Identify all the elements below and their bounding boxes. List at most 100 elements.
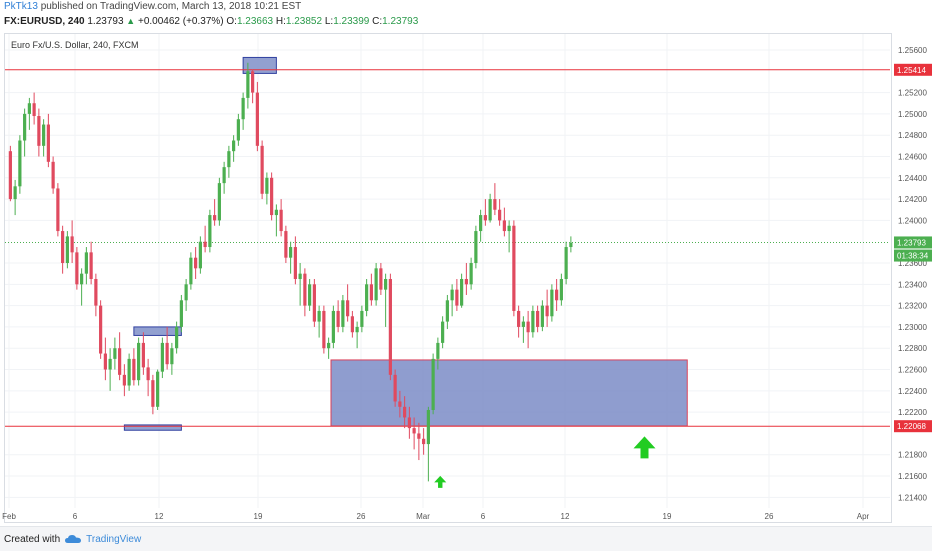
candle-body [350, 316, 354, 333]
y-tick-label: 1.25600 [898, 46, 927, 55]
quote-line: FX:EURUSD, 240 1.23793 ▲ +0.00462 (+0.37… [4, 16, 418, 27]
candle-body [160, 342, 164, 372]
candle-body [89, 252, 93, 279]
close-value: 1.23793 [382, 16, 419, 27]
candle-body [108, 358, 112, 370]
candle-body [498, 209, 502, 221]
x-tick-label: 6 [73, 512, 78, 521]
candle-body [412, 428, 416, 434]
symbol-label: FX:EURUSD, 240 [4, 16, 85, 27]
candle-body [327, 342, 331, 349]
candle-body [474, 231, 478, 264]
created-with-text: Created with [4, 533, 61, 545]
candle-body [388, 278, 392, 375]
candle-body [51, 161, 55, 189]
candle-body [483, 215, 487, 221]
candle-body [536, 310, 540, 327]
low-label: L: [324, 16, 334, 27]
candle-body [80, 273, 84, 285]
candle-body [13, 186, 17, 200]
x-tick-label: 26 [357, 512, 366, 521]
candle-body [507, 225, 511, 232]
chart-area[interactable]: 1.25600 1.25200 1.25000 1.24800 1.24600 1.244… [2, 33, 932, 523]
y-tick-label: 1.25000 [898, 110, 927, 119]
candle-body [564, 247, 568, 279]
y-tick-label: 1.21800 [898, 451, 927, 460]
candle-body [208, 215, 212, 248]
candle-body [227, 151, 231, 168]
x-tick-label: Mar [416, 512, 430, 521]
candle-body [61, 231, 65, 264]
candle-body [222, 167, 226, 184]
price-badge [894, 63, 932, 76]
candle-body [8, 151, 12, 200]
x-tick-label: 6 [481, 512, 486, 521]
upper-mid-box [133, 326, 182, 336]
price-badge [894, 236, 932, 249]
price-badge-label: 1.22068 [897, 422, 926, 431]
candle-body [103, 353, 107, 370]
candle-body [279, 209, 283, 232]
candle-body [56, 188, 60, 232]
candle-body [175, 326, 179, 349]
price-badge [894, 420, 932, 433]
candle-body [232, 140, 236, 152]
candle-body [194, 257, 198, 269]
candle-body [132, 358, 136, 381]
candle-body [27, 103, 31, 114]
candle-body [312, 284, 316, 322]
footer: Created with TradingView [4, 530, 141, 548]
price-badge-label: 1.25414 [897, 66, 926, 75]
candle-body [75, 252, 79, 285]
small-up-arrow [434, 475, 447, 488]
y-tick-label: 1.24600 [898, 152, 927, 161]
candle-body [122, 374, 126, 386]
publisher-name[interactable]: PkTk13 [4, 1, 38, 12]
candle-body [436, 342, 440, 359]
chart-title: Euro Fx/U.S. Dollar, 240, FXCM [11, 40, 139, 50]
candle-body [236, 119, 240, 141]
candle-body [317, 310, 321, 322]
candle-body [479, 215, 483, 232]
candle-body [531, 310, 535, 333]
y-tick-label: 1.21600 [898, 472, 927, 481]
price-badge-label: 01:38:34 [897, 252, 929, 261]
bottom-low-box [123, 424, 182, 431]
candle-body [365, 284, 369, 311]
candle-body [165, 342, 169, 365]
y-tick-label: 1.23000 [898, 323, 927, 332]
price-badge-label: 1.23793 [897, 238, 926, 247]
candle-body [493, 199, 497, 210]
candle-body [379, 268, 383, 290]
y-tick-label: 1.24200 [898, 195, 927, 204]
candle-body [293, 247, 297, 279]
price-chart[interactable]: 1.25600 1.25200 1.25000 1.24800 1.24600 1.244… [2, 34, 932, 524]
price-change: +0.00462 (+0.37%) [138, 16, 224, 27]
candle-body [46, 124, 50, 162]
candle-body [241, 97, 245, 120]
candle-body [360, 310, 364, 327]
candle-body [179, 300, 183, 327]
price-badge [894, 249, 932, 262]
candle-body [118, 348, 122, 375]
candle-body [37, 116, 41, 146]
candle-body [251, 71, 255, 93]
candle-body [189, 257, 193, 285]
candle-body [555, 289, 559, 301]
candle-body [441, 321, 445, 343]
candle-body [70, 236, 74, 253]
candle-body [341, 300, 345, 327]
candle-body [303, 273, 307, 306]
candle-body [137, 342, 141, 381]
footer-bar [0, 526, 932, 551]
candle-body [569, 242, 573, 248]
candle-body [260, 145, 264, 194]
publish-info: PkTk13 published on TradingView.com, Mar… [4, 1, 301, 12]
candle-body [469, 263, 473, 285]
tradingview-brand[interactable]: TradingView [86, 533, 142, 545]
candle-body [559, 278, 563, 301]
candle-body [550, 289, 554, 317]
candle-body [298, 273, 302, 279]
y-tick-label: 1.22400 [898, 387, 927, 396]
y-tick-label: 1.21400 [898, 493, 927, 502]
